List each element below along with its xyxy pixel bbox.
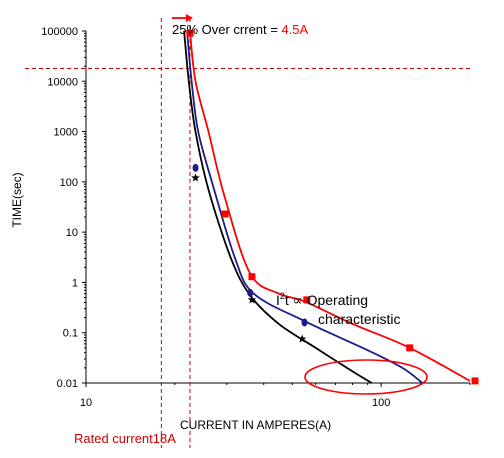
marker-square bbox=[221, 210, 229, 218]
y-tick-label: 100000 bbox=[41, 26, 78, 38]
y-tick-label: 1 bbox=[72, 277, 78, 289]
i2t-label-line2: characteristic bbox=[318, 311, 400, 327]
over-current-arrow-head bbox=[186, 14, 193, 22]
series-line-circle bbox=[186, 30, 423, 384]
x-axis-title: CURRENT IN AMPERES(A) bbox=[180, 418, 331, 432]
i2t-label-line1: I2t ∝ Operating bbox=[276, 291, 368, 308]
over-current-prefix: 25% Over crrent = bbox=[172, 22, 281, 37]
series-markers bbox=[186, 29, 479, 385]
series-line-square bbox=[189, 30, 471, 382]
over-current-value: 4.5A bbox=[281, 22, 308, 37]
y-axis-title: TIME(sec) bbox=[10, 172, 24, 227]
y-tick-label: 10000 bbox=[47, 76, 78, 88]
marker-square bbox=[248, 273, 256, 281]
x-ticks: 10 100 bbox=[80, 383, 471, 409]
axes bbox=[85, 31, 470, 384]
i2t-base: I bbox=[276, 292, 280, 308]
marker-circle bbox=[301, 318, 308, 327]
y-tick-label: 1000 bbox=[54, 127, 78, 139]
rated-current-label: Rated current18A bbox=[74, 431, 176, 446]
operating-region-ellipse bbox=[304, 359, 428, 395]
series-curves bbox=[183, 30, 471, 384]
y-tick-label: 100 bbox=[60, 177, 78, 189]
marker-square bbox=[471, 377, 479, 385]
marker-star bbox=[297, 334, 307, 343]
i2t-superscript: 2 bbox=[280, 291, 285, 301]
y-ticks: 100000 10000 1000 100 10 1 0.1 0.01 bbox=[41, 26, 86, 390]
y-tick-label: 0.1 bbox=[63, 328, 78, 340]
marker-circle bbox=[192, 163, 199, 172]
over-current-text: 25% Over crrent = 4.5A bbox=[172, 22, 309, 37]
marker-circle bbox=[247, 288, 254, 297]
over-current-annotation: 25% Over crrent = 4.5A bbox=[172, 14, 309, 37]
marker-star bbox=[247, 295, 257, 304]
series-line-star bbox=[183, 30, 373, 384]
y-tick-label: 0.01 bbox=[57, 378, 78, 390]
i2t-rest: t ∝ Operating bbox=[285, 292, 368, 308]
marker-square bbox=[406, 344, 414, 352]
marker-square bbox=[303, 296, 311, 304]
y-tick-label: 10 bbox=[66, 227, 78, 239]
marker-star bbox=[191, 173, 200, 182]
x-tick-label: 100 bbox=[372, 397, 390, 409]
x-tick-label: 10 bbox=[80, 397, 92, 409]
marker-square bbox=[186, 29, 194, 37]
